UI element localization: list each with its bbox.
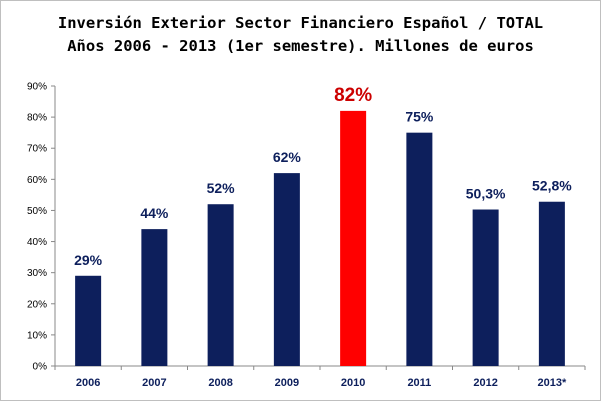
data-label: 50,3% (466, 186, 506, 202)
x-tick-label: 2008 (208, 377, 232, 389)
x-tick-label: 2012 (473, 377, 497, 389)
chart-title-line-1: Inversión Exterior Sector Financiero Esp… (57, 14, 544, 32)
y-tick-label: 50% (27, 206, 47, 217)
chart-title: Inversión Exterior Sector Financiero Esp… (0, 12, 601, 58)
y-tick-label: 80% (27, 113, 47, 124)
data-label: 75% (405, 109, 434, 125)
bar-2012 (472, 209, 499, 366)
label-layer: 2006 29% 2007 44% 2008 52% 2009 62% 2010 82% 2011 7… (74, 85, 572, 389)
data-label: 52,8% (532, 178, 572, 194)
data-label: 62% (273, 149, 302, 165)
y-tick-label: 0% (33, 362, 48, 373)
x-tick-label: 2006 (76, 377, 100, 389)
bar-2007 (141, 229, 168, 366)
bar-2013 (538, 201, 565, 366)
y-tick-label: 30% (27, 268, 47, 279)
bar-2011 (406, 132, 433, 366)
y-tick-label: 10% (27, 330, 47, 341)
bar-2008 (207, 204, 234, 366)
x-tick-label: 2007 (142, 377, 166, 389)
y-tick-label: 60% (27, 175, 47, 186)
bar-layer (75, 110, 565, 366)
data-label: 44% (140, 205, 169, 221)
data-label: 52% (207, 180, 236, 196)
x-tick-label: 2010 (341, 377, 365, 389)
x-tick-label: 2011 (407, 377, 431, 389)
y-tick-label: 40% (27, 237, 47, 248)
data-label: 82% (334, 85, 372, 106)
chart-title-line-2: Años 2006 - 2013 (1er semestre). Millone… (67, 37, 534, 55)
bar-2006 (75, 275, 102, 366)
x-tick-label: 2009 (275, 377, 299, 389)
axis-layer: 0% 10% 20% 30% 40% 50% 60% 70% 80% 90% (27, 82, 586, 373)
x-tick-label: 2013* (537, 377, 566, 389)
y-tick-label: 70% (27, 144, 47, 155)
data-label: 29% (74, 252, 103, 268)
bar-2010 (340, 110, 367, 366)
y-tick-label: 20% (27, 299, 47, 310)
bar-2009 (273, 173, 300, 366)
y-tick-label: 90% (27, 82, 47, 93)
